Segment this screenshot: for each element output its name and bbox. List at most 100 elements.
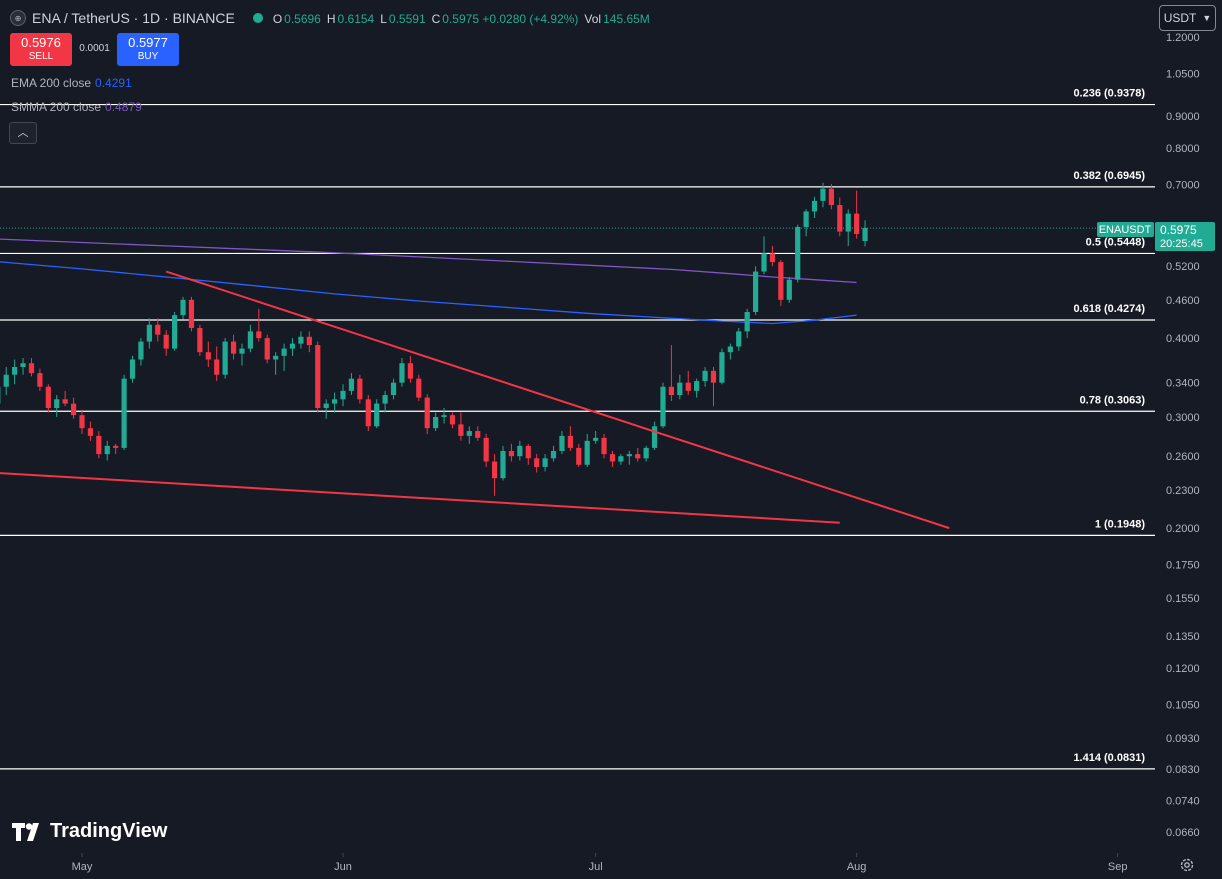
candle-body bbox=[138, 341, 144, 360]
candle-body bbox=[643, 447, 649, 459]
candle bbox=[188, 296, 195, 332]
candle bbox=[811, 196, 818, 219]
candle-body bbox=[651, 426, 658, 448]
indicator-smma-200[interactable]: SMMA 200 close 0.4879 bbox=[11, 100, 142, 114]
candle-body bbox=[264, 338, 270, 360]
candle-body bbox=[424, 397, 430, 429]
candle bbox=[54, 395, 60, 417]
candle bbox=[129, 355, 136, 383]
candle bbox=[694, 378, 700, 398]
candle bbox=[517, 440, 523, 461]
candle bbox=[660, 382, 666, 429]
time-axis-label: May bbox=[72, 861, 93, 873]
trendline[interactable] bbox=[0, 472, 840, 524]
candle-body bbox=[256, 331, 262, 339]
candle bbox=[113, 443, 119, 455]
candle-body bbox=[79, 415, 85, 429]
candle bbox=[155, 318, 161, 342]
market-status-icon bbox=[252, 13, 263, 23]
price-axis-label: 0.0740 bbox=[1166, 796, 1200, 808]
current-price-tag: ENAUSDT 0.5975 20:25:45 bbox=[1097, 222, 1215, 251]
candle-body bbox=[795, 226, 801, 280]
price-axis-label: 0.3400 bbox=[1166, 378, 1200, 390]
candlesticks bbox=[0, 182, 868, 496]
candle-body bbox=[845, 213, 851, 232]
candle bbox=[593, 431, 599, 444]
symbol-title[interactable]: ENA / TetherUS · 1D · BINANCE bbox=[32, 10, 235, 26]
buy-label: BUY bbox=[137, 51, 159, 62]
candle bbox=[685, 370, 691, 396]
price-axis-label: 1.0500 bbox=[1166, 69, 1200, 81]
candle-body bbox=[273, 355, 279, 360]
candle bbox=[584, 433, 590, 467]
buy-button[interactable]: 0.5977 BUY bbox=[117, 33, 179, 66]
gear-icon[interactable] bbox=[1179, 857, 1195, 873]
currency-label: USDT bbox=[1163, 11, 1197, 25]
price-axis-label: 0.4000 bbox=[1166, 333, 1200, 345]
candle bbox=[214, 346, 220, 382]
candle-body bbox=[323, 403, 329, 408]
candle bbox=[374, 399, 380, 429]
sell-button[interactable]: 0.5976 SELL bbox=[10, 33, 72, 66]
candle-body bbox=[315, 345, 321, 408]
indicator-label: EMA 200 close bbox=[11, 76, 92, 90]
candle-body bbox=[306, 336, 312, 346]
symbol-label-bg bbox=[1097, 222, 1154, 237]
candle bbox=[357, 374, 363, 404]
collapse-indicators-button[interactable]: ︿ bbox=[9, 122, 37, 144]
candle-body bbox=[559, 435, 565, 451]
candle-body bbox=[45, 386, 51, 408]
candle bbox=[197, 324, 203, 356]
price-axis-label: 0.9000 bbox=[1166, 111, 1200, 123]
price-label-bg bbox=[1155, 222, 1215, 251]
candle-body bbox=[508, 450, 515, 457]
price-axis[interactable]: 1.20001.05000.90000.80000.70000.60000.52… bbox=[1166, 32, 1200, 839]
candle bbox=[12, 359, 18, 385]
candle bbox=[340, 384, 346, 407]
candle bbox=[163, 330, 169, 356]
candle-body bbox=[146, 324, 152, 342]
candle bbox=[399, 358, 405, 387]
candle-body bbox=[626, 454, 632, 457]
candle-body bbox=[517, 445, 523, 457]
candle bbox=[567, 426, 573, 451]
candle bbox=[298, 331, 304, 349]
candle-body bbox=[685, 382, 691, 391]
tradingview-logo[interactable]: TradingView bbox=[12, 820, 167, 843]
candle-body bbox=[399, 363, 405, 383]
indicator-label: SMMA 200 close bbox=[11, 100, 102, 114]
trendline[interactable] bbox=[165, 270, 950, 530]
candle-body bbox=[811, 200, 818, 212]
candle bbox=[348, 373, 355, 396]
chevron-up-icon: ︿ bbox=[17, 127, 29, 139]
candle bbox=[87, 421, 94, 441]
time-axis-label: Jun bbox=[334, 861, 352, 873]
time-axis[interactable]: May Jun Jul Aug Sep bbox=[72, 853, 1128, 873]
candle bbox=[458, 412, 464, 441]
candle-body bbox=[736, 331, 742, 347]
candle-body bbox=[230, 341, 237, 354]
fib-level-label: 1.414 (0.0831) bbox=[1073, 752, 1145, 764]
time-axis-label: Jul bbox=[589, 861, 603, 873]
candle-body bbox=[727, 346, 733, 353]
indicator-ema-200[interactable]: EMA 200 close 0.4291 bbox=[11, 76, 132, 90]
currency-selector[interactable]: USDT ▼ bbox=[1159, 5, 1216, 31]
candle bbox=[761, 236, 767, 275]
price-axis-label: 0.1550 bbox=[1166, 593, 1200, 605]
price-axis-label: 0.8000 bbox=[1166, 143, 1200, 155]
candle bbox=[247, 324, 253, 353]
candle bbox=[424, 394, 430, 434]
candle-body bbox=[702, 370, 708, 382]
candle-body bbox=[407, 363, 413, 379]
candle-body bbox=[155, 324, 161, 335]
ohlc-high: H 0.6154 bbox=[326, 12, 375, 26]
candle-body bbox=[593, 437, 599, 441]
candle-body bbox=[70, 403, 77, 416]
candle-body bbox=[382, 395, 388, 404]
candle-body bbox=[837, 205, 843, 232]
candle-body bbox=[104, 445, 110, 455]
fib-level-label: 0.5 (0.5448) bbox=[1086, 236, 1146, 248]
candle bbox=[491, 454, 498, 496]
candle-body bbox=[500, 450, 506, 479]
